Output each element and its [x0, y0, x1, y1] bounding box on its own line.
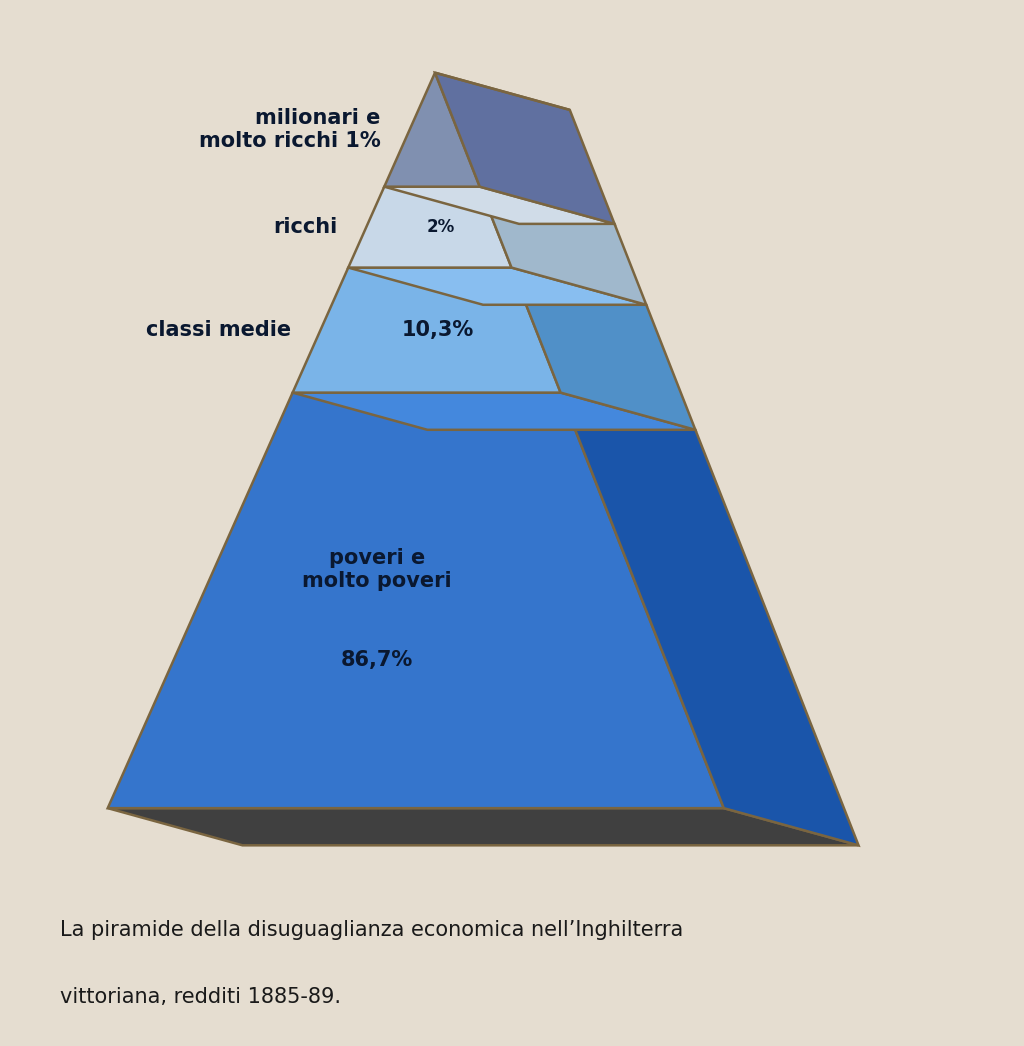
Polygon shape [108, 809, 858, 845]
Polygon shape [108, 392, 724, 809]
Text: 2%: 2% [426, 219, 455, 236]
Polygon shape [435, 73, 614, 224]
Polygon shape [512, 268, 695, 430]
Polygon shape [435, 73, 569, 110]
Polygon shape [480, 186, 646, 304]
Text: milionari e
molto ricchi 1%: milionari e molto ricchi 1% [199, 108, 381, 152]
Text: ricchi: ricchi [273, 218, 337, 237]
Text: 10,3%: 10,3% [401, 320, 474, 340]
Polygon shape [293, 392, 695, 430]
Text: 86,7%: 86,7% [341, 650, 414, 670]
Text: vittoriana, redditi 1885-89.: vittoriana, redditi 1885-89. [59, 987, 341, 1007]
Polygon shape [384, 73, 480, 186]
Text: classi medie: classi medie [146, 320, 292, 340]
Polygon shape [293, 268, 560, 392]
Text: poveri e
molto poveri: poveri e molto poveri [302, 547, 452, 591]
Polygon shape [348, 268, 646, 304]
Polygon shape [560, 392, 858, 845]
Text: La piramide della disuguaglianza economica nell’Inghilterra: La piramide della disuguaglianza economi… [59, 920, 683, 940]
Polygon shape [348, 186, 512, 268]
Polygon shape [384, 186, 614, 224]
